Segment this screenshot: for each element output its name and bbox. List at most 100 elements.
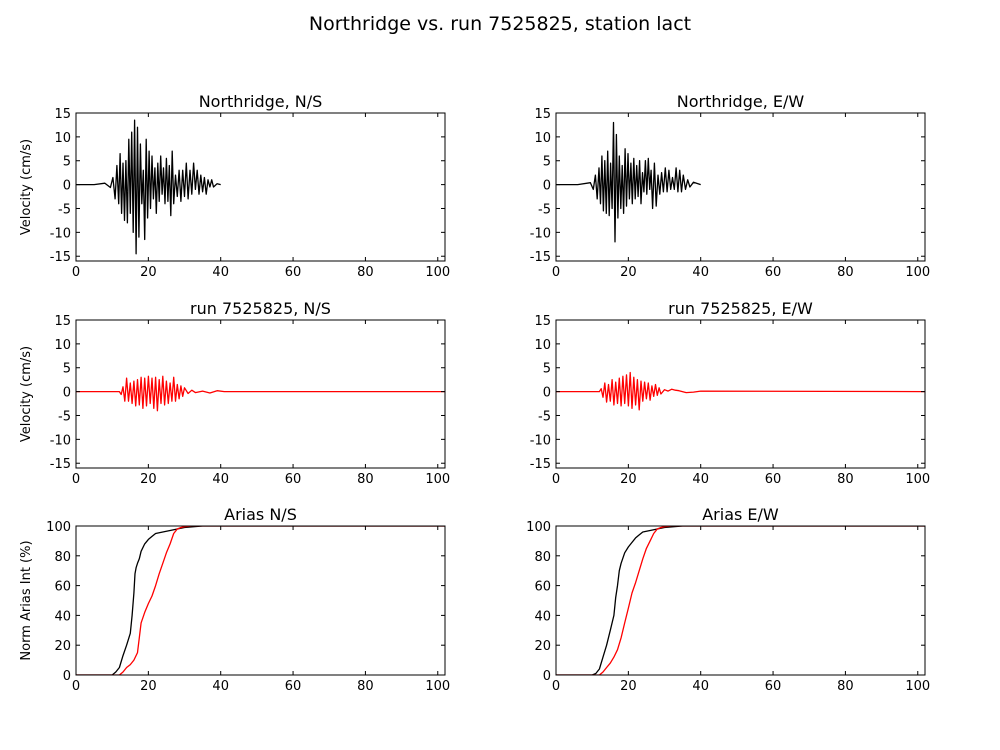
y-tick-label: 5 [63,155,71,170]
y-tick-label: -15 [530,457,551,472]
axes-frame [555,319,926,469]
axes-frame [75,112,446,262]
series-line-ns-arias-1 [76,526,445,675]
series-line-ew-arias-0 [556,526,925,675]
y-tick-label: 100 [526,520,551,535]
x-tick-label: 80 [357,472,374,487]
x-tick-label: 0 [72,265,80,280]
y-tick-label: 100 [46,520,71,535]
panel-title: Northridge, E/W [677,92,805,111]
y-tick-label: 0 [543,386,551,401]
y-tick-label: 15 [534,107,551,122]
y-tick-label: -10 [50,226,71,241]
y-tick-label: 60 [534,580,551,595]
panel-title: run 7525825, N/S [190,299,331,318]
x-tick-label: 0 [552,679,560,694]
x-tick-label: 40 [212,265,229,280]
axes-frame [555,112,926,262]
x-tick-label: 80 [837,679,854,694]
y-tick-label: 0 [63,179,71,194]
x-tick-label: 100 [425,679,450,694]
y-tick-label: -10 [530,433,551,448]
y-tick-label: -10 [50,433,71,448]
x-tick-label: 20 [620,679,637,694]
x-tick-label: 100 [905,472,930,487]
y-tick-label: -5 [538,409,551,424]
y-tick-label: 20 [54,639,71,654]
y-tick-label: 5 [543,362,551,377]
x-tick-label: 80 [357,265,374,280]
y-tick-label: -15 [50,457,71,472]
x-tick-label: 40 [692,472,709,487]
y-axis-label: Velocity (cm/s) [19,139,34,235]
x-tick-label: 100 [905,265,930,280]
y-tick-label: 15 [534,314,551,329]
y-tick-label: 10 [54,338,71,353]
x-tick-label: 80 [837,265,854,280]
x-tick-label: 100 [905,679,930,694]
panel-ns-syn: 0 20 40 60 80 100 -15 -10 -5 0 5 10 15 run 7525825, N… [19,299,450,487]
x-tick-label: 60 [285,679,302,694]
y-tick-label: 60 [54,580,71,595]
x-tick-label: 60 [285,472,302,487]
y-tick-label: 0 [543,179,551,194]
x-tick-label: 40 [692,679,709,694]
panel-ew-syn: 0 20 40 60 80 100 -15 -10 -5 0 5 10 15 run 7525825, E… [530,299,930,487]
x-tick-label: 0 [552,265,560,280]
series-line-ew-syn-0 [556,371,925,411]
y-tick-label: -5 [538,202,551,217]
y-tick-label: 40 [534,609,551,624]
y-tick-label: 10 [534,131,551,146]
panel-title: Arias E/W [702,505,779,524]
panel-title: run 7525825, E/W [668,299,813,318]
axes-frame [75,525,446,676]
x-tick-label: 40 [692,265,709,280]
panel-title: Northridge, N/S [199,92,323,111]
x-tick-label: 40 [212,679,229,694]
y-tick-label: 10 [534,338,551,353]
x-tick-label: 0 [72,472,80,487]
x-tick-label: 0 [72,679,80,694]
x-tick-label: 0 [552,472,560,487]
y-axis-label: Velocity (cm/s) [19,346,34,442]
x-tick-label: 100 [425,265,450,280]
y-tick-label: 15 [54,107,71,122]
x-tick-label: 100 [425,472,450,487]
panel-ew-obs: 0 20 40 60 80 100 -15 -10 -5 0 5 10 15 Northridge, E/… [530,92,930,280]
x-tick-label: 60 [765,679,782,694]
axes-frame [555,525,926,676]
x-tick-label: 80 [357,679,374,694]
series-line-ns-arias-0 [76,526,445,675]
y-tick-label: 0 [63,386,71,401]
y-tick-label: 5 [63,362,71,377]
y-tick-label: 40 [54,609,71,624]
x-tick-label: 20 [140,265,157,280]
x-tick-label: 40 [212,472,229,487]
series-line-ew-arias-1 [556,526,925,675]
figure-title: Northridge vs. run 7525825, station lact [309,13,691,35]
y-tick-label: 0 [63,669,71,684]
x-tick-label: 60 [285,265,302,280]
y-axis-label: Norm Arias Int (%) [19,540,34,660]
axes-frame [75,319,446,469]
series-line-ew-obs-0 [556,121,701,243]
x-tick-label: 60 [765,265,782,280]
y-tick-label: 20 [534,639,551,654]
panel-ns-obs: 0 20 40 60 80 100 -15 -10 -5 0 5 10 15 Northridge, N/… [19,92,450,280]
y-tick-label: 15 [54,314,71,329]
series-line-ns-obs-0 [76,119,221,255]
x-tick-label: 20 [620,472,637,487]
x-tick-label: 20 [140,679,157,694]
y-tick-label: -5 [58,409,71,424]
panel-ew-arias: 0 20 40 60 80 100 0 20 40 60 80 100 Arias E/W [526,505,930,694]
x-tick-label: 20 [140,472,157,487]
y-tick-label: -15 [530,250,551,265]
y-tick-label: 5 [543,155,551,170]
panel-ns-arias: 0 20 40 60 80 100 0 20 40 60 80 100 Arias N/S Norm Ar… [19,505,450,694]
y-tick-label: -5 [58,202,71,217]
panel-title: Arias N/S [224,505,297,524]
x-tick-label: 60 [765,472,782,487]
y-tick-label: 80 [534,550,551,565]
